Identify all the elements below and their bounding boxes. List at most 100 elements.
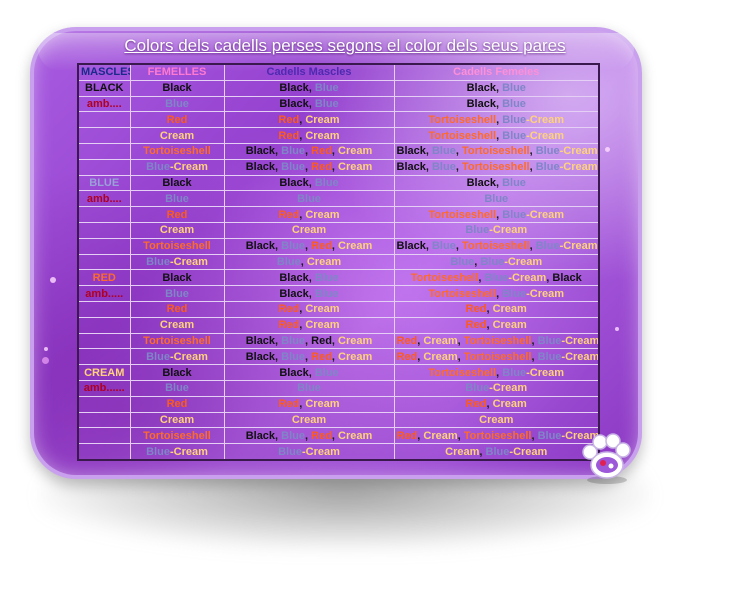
femelles-cell: Red: [129, 300, 225, 318]
cell-text: ,: [531, 334, 538, 347]
cadells-femeles-cell: Black, Blue, Tortoiseshell, Blue-Cream: [393, 142, 600, 160]
cell-text: Blue: [281, 240, 306, 253]
cadells-femeles-cell: Cream, Blue-Cream: [393, 443, 600, 461]
cadells-mascles-cell: Black, Blue: [223, 95, 395, 113]
cell-text: Blue: [297, 382, 321, 395]
cell-text: Blue: [502, 129, 527, 142]
cell-text: Blue: [281, 145, 306, 158]
cell-text: Cream: [291, 413, 327, 426]
cell-text: Red: [465, 319, 487, 332]
cadells-mascles-cell: Blue, Cream: [223, 253, 395, 271]
femelles-cell: Red: [129, 395, 225, 413]
cell-text: -: [526, 208, 530, 221]
femelles-cell: Tortoiseshell: [129, 237, 225, 255]
table-header-row: MASCLES FEMELLES Cadells Mascles Cadells…: [77, 62, 600, 81]
cell-text: ,: [417, 429, 424, 442]
cell-text: ,: [425, 240, 432, 253]
cell-text: ,: [331, 350, 339, 363]
header-femelles: FEMELLES: [129, 62, 225, 81]
cell-text: ,: [457, 334, 464, 347]
cell-text: -: [509, 445, 514, 458]
cell-text: -: [526, 129, 530, 142]
sparkle-decoration: [44, 347, 48, 351]
cell-text: Cream: [492, 303, 527, 316]
cell-text: Red: [166, 398, 188, 411]
cell-text: BLACK: [85, 82, 124, 95]
cell-text: Cream: [338, 145, 373, 158]
cell-text: Red: [278, 303, 300, 316]
femelles-cell: Cream: [129, 411, 225, 429]
cell-text: -: [489, 224, 493, 237]
cadells-femeles-cell: Blue, Blue-Cream: [393, 253, 600, 271]
cell-text: Cream: [445, 445, 480, 458]
cadells-mascles-cell: Black, Blue: [223, 269, 395, 287]
table-row: Cream Red, Cream Tortoiseshell, Blue-Cream: [77, 127, 600, 144]
header-cadells-femeles: Cadells Femeles: [393, 62, 600, 81]
cell-text: ,: [531, 429, 538, 442]
mascles-cell: amb.....: [77, 285, 131, 302]
cell-text: Red: [396, 334, 418, 347]
cell-text: ,: [529, 161, 536, 174]
table-row: Red Red, Cream Red, Cream: [77, 300, 600, 318]
cell-text: ,: [331, 334, 339, 347]
cell-text: Tortoiseshell: [428, 129, 497, 142]
cell-text: ,: [495, 97, 503, 110]
cell-text: Cream: [305, 113, 340, 126]
cell-text: -: [526, 366, 530, 379]
cell-text: Tortoiseshell: [461, 161, 530, 174]
cell-text: Red: [465, 398, 487, 411]
cell-text: -: [489, 382, 493, 395]
cell-text: Cream: [529, 129, 565, 142]
cell-text: ,: [305, 240, 312, 253]
table-row: amb..... Blue Black, Blue Tortoiseshell, Bl…: [77, 285, 600, 302]
cadells-mascles-cell: Red, Cream: [223, 111, 395, 129]
cell-text: ,: [299, 129, 306, 142]
mascles-cell: [77, 316, 131, 334]
cell-text: Cream: [305, 319, 340, 332]
cell-text: Cream: [173, 445, 208, 458]
cell-text: Red: [278, 319, 300, 332]
femelles-cell: Red: [129, 111, 225, 129]
cell-text: Black: [162, 366, 192, 379]
table-row: Blue-Cream Black, Blue, Red, Cream Black, …: [77, 158, 600, 176]
table-row: Tortoiseshell Black, Blue, Red, Cream Red,…: [77, 332, 600, 350]
cell-text: ,: [425, 161, 432, 174]
cell-text: Blue: [297, 192, 321, 205]
cell-text: ,: [486, 303, 493, 316]
femelles-cell: Cream: [129, 127, 225, 144]
cadells-femeles-cell: Red, Cream: [393, 300, 600, 318]
cell-text: Red: [311, 429, 332, 442]
cell-text: Black: [279, 82, 309, 95]
cell-text: ,: [308, 366, 315, 379]
cell-text: Blue: [502, 97, 526, 110]
cell-text: Black: [279, 176, 309, 189]
cell-text: ,: [495, 82, 503, 95]
mascles-cell: RED: [77, 269, 131, 287]
cell-text: Cream: [338, 334, 373, 347]
cell-text: Cream: [338, 350, 373, 363]
cell-text: Cream: [338, 240, 373, 253]
cell-text: -: [559, 240, 564, 253]
cell-text: Tortoiseshell: [143, 145, 211, 158]
cell-text: Blue: [146, 350, 170, 363]
cell-text: Cream: [159, 413, 195, 426]
cadells-femeles-cell: Tortoiseshell, Blue-Cream: [393, 364, 600, 381]
cell-text: ,: [275, 161, 282, 174]
cell-text: ,: [529, 240, 536, 253]
cell-text: ,: [299, 113, 306, 126]
cell-text: Black: [162, 271, 192, 284]
cell-text: Blue: [276, 255, 301, 268]
cell-text: Cream: [305, 208, 340, 221]
cell-text: ,: [331, 161, 339, 174]
cell-text: ,: [305, 334, 312, 347]
cell-text: Black: [245, 350, 276, 363]
cadells-femeles-cell: Tortoiseshell, Blue-Cream, Black: [393, 269, 600, 287]
mascles-cell: [77, 427, 131, 445]
cell-text: Blue: [165, 287, 189, 300]
table-row: CREAM Black Black, Blue Tortoiseshell, Blue…: [77, 364, 600, 381]
cell-text: Blue: [537, 334, 562, 347]
cell-text: -: [559, 145, 564, 158]
cell-text: ,: [300, 255, 307, 268]
cell-text: Black: [245, 161, 276, 174]
cell-text: Blue: [465, 382, 490, 395]
